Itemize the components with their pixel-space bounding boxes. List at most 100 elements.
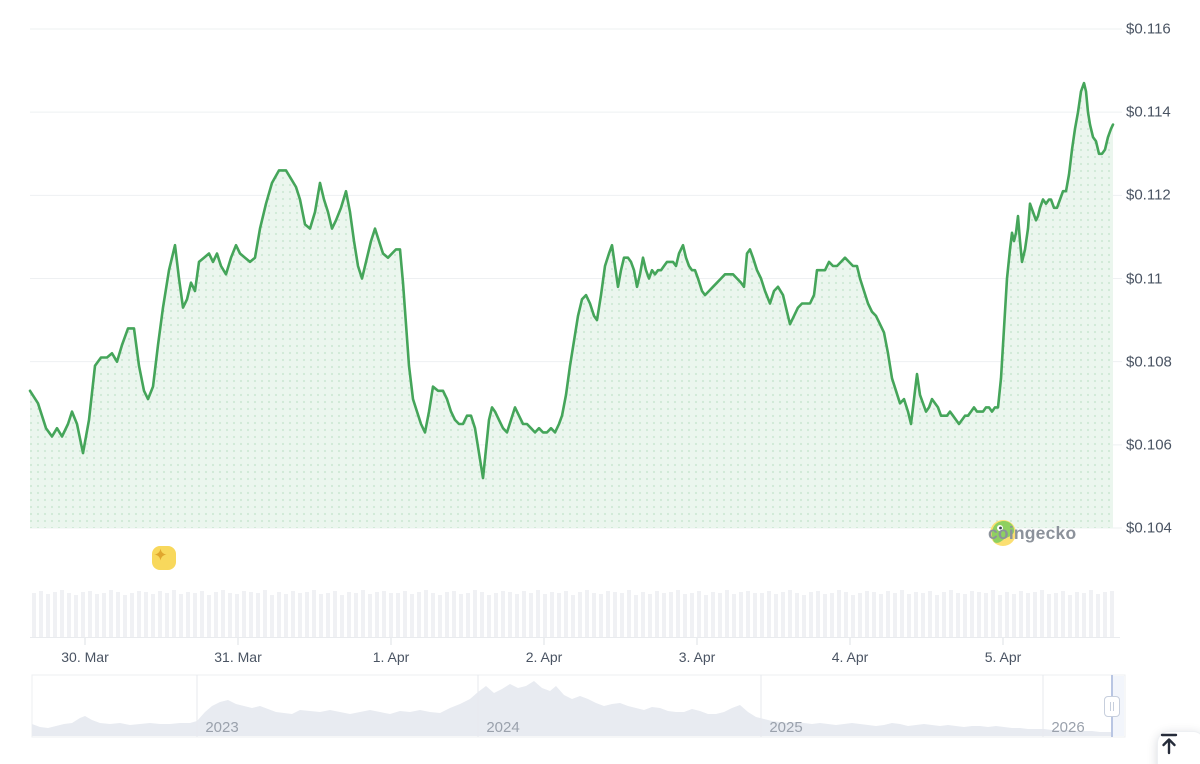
volume-bar	[1096, 594, 1100, 637]
volume-bar	[515, 594, 519, 637]
volume-bar	[606, 591, 610, 637]
volume-bar	[480, 592, 484, 637]
volume-bar	[921, 593, 925, 637]
volume-bar	[1103, 592, 1107, 637]
price-line-path	[28, 81, 1115, 480]
volume-bar	[60, 590, 64, 637]
volume-bar	[431, 593, 435, 637]
volume-bar	[627, 590, 631, 637]
volume-bar	[1040, 590, 1044, 637]
volume-bar	[333, 591, 337, 637]
x-axis-label: 1. Apr	[372, 649, 410, 665]
y-axis-label: $0.106	[1126, 436, 1172, 454]
volume-bar	[88, 591, 92, 637]
volume-bar	[123, 595, 127, 637]
y-axis-label: $0.116	[1126, 20, 1171, 38]
volume-bar	[1061, 591, 1065, 637]
volume-bar	[389, 593, 393, 637]
volume-bar	[284, 594, 288, 637]
x-axis-label: 5. Apr	[984, 649, 1022, 665]
volume-bar	[655, 591, 659, 637]
volume-bar	[550, 592, 554, 637]
volume-bar	[424, 590, 428, 637]
volume-bar	[116, 592, 120, 637]
volume-bar	[1047, 594, 1051, 637]
coingecko-watermark[interactable]: coingecko	[988, 518, 1138, 548]
volume-bar	[375, 592, 379, 637]
volume-bar	[74, 595, 78, 637]
volume-bar	[452, 591, 456, 637]
navigator-handle[interactable]	[1104, 696, 1120, 717]
volume-bar	[1054, 593, 1058, 637]
volume-bar	[186, 592, 190, 637]
volume-bar	[837, 590, 841, 637]
volume-bar	[466, 593, 470, 637]
volume-bar	[816, 591, 820, 637]
volume-bar	[592, 593, 596, 637]
volume-bar	[865, 591, 869, 637]
volume-bar	[690, 593, 694, 637]
volume-bar	[508, 592, 512, 637]
volume-bar	[620, 593, 624, 637]
volume-bar	[151, 594, 155, 637]
x-axis-label: 2. Apr	[525, 649, 563, 665]
volume-bar	[347, 592, 351, 637]
date-axis-ticks	[84, 638, 1004, 645]
volume-bar	[662, 593, 666, 637]
volume-bar	[67, 593, 71, 637]
volume-bar	[788, 590, 792, 637]
volume-bar	[774, 594, 778, 637]
volume-bar	[928, 591, 932, 637]
coingecko-gecko-icon	[990, 520, 1016, 546]
volume-bar	[312, 590, 316, 637]
volume-bar	[144, 592, 148, 637]
volume-bar	[578, 592, 582, 637]
volume-bar	[704, 595, 708, 637]
volume-bar	[998, 595, 1002, 637]
navigator-year-label: 2023	[205, 719, 239, 736]
volume-bars[interactable]	[30, 590, 1120, 638]
volume-bar	[46, 594, 50, 637]
scroll-to-top-button[interactable]	[1157, 731, 1200, 764]
volume-bar	[585, 590, 589, 637]
volume-bar	[1005, 592, 1009, 637]
x-axis-label: 30. Mar	[61, 649, 109, 665]
volume-bar	[382, 591, 386, 637]
volume-bar	[263, 590, 267, 637]
range-navigator[interactable]	[31, 674, 1126, 738]
volume-bar	[1068, 595, 1072, 637]
volume-bar	[39, 591, 43, 637]
volume-bar	[1082, 593, 1086, 637]
volume-bar	[753, 593, 757, 637]
volume-bar	[235, 594, 239, 637]
volume-bar	[802, 595, 806, 637]
volume-bar	[949, 590, 953, 637]
volume-bar	[32, 593, 36, 637]
volume-bar	[1110, 591, 1114, 637]
volume-bar	[529, 593, 533, 637]
volume-bar	[228, 593, 232, 637]
volume-bar	[956, 593, 960, 637]
volume-bar	[445, 592, 449, 637]
y-axis-label: $0.112	[1126, 186, 1171, 204]
volume-bar	[417, 592, 421, 637]
volume-bar	[459, 594, 463, 637]
volume-bar	[543, 594, 547, 637]
volume-bar	[725, 590, 729, 637]
volume-bar	[935, 595, 939, 637]
event-badge[interactable]	[152, 546, 176, 570]
volume-bar	[739, 592, 743, 637]
volume-bar	[270, 595, 274, 637]
y-axis-label: $0.11	[1126, 270, 1163, 287]
volume-bar	[137, 591, 141, 637]
volume-bar	[886, 591, 890, 637]
volume-bar	[907, 594, 911, 637]
volume-bar	[1012, 594, 1016, 637]
volume-bar	[991, 590, 995, 637]
volume-bar	[53, 592, 57, 637]
volume-bar	[291, 591, 295, 637]
volume-bar	[326, 593, 330, 637]
volume-bar	[648, 594, 652, 637]
volume-bar	[130, 593, 134, 637]
